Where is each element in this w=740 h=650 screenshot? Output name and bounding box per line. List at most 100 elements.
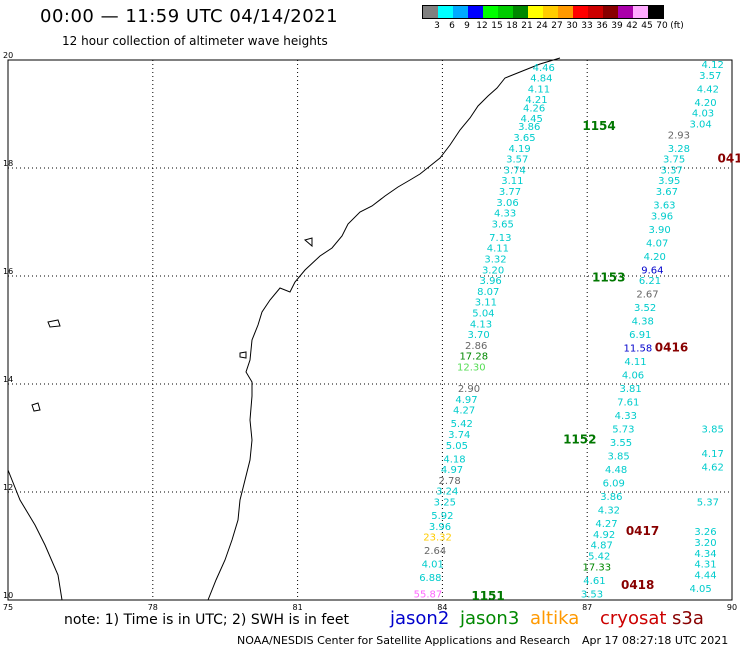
swh-value: 5.37: [697, 498, 719, 509]
swh-value: 4.31: [694, 560, 716, 571]
swh-value: 4.84: [530, 74, 552, 85]
map-grid: 75 78 81 84 87 90 20 18 16 14 12 10: [3, 51, 737, 612]
legend-label: 9: [464, 21, 470, 31]
swh-value: 4.42: [697, 84, 719, 95]
legend-swatch-7: [528, 6, 543, 18]
swh-value: 11.58: [624, 344, 653, 355]
swh-value: 3.90: [648, 225, 670, 236]
footer-note: note: 1) Time is in UTC; 2) SWH is in fe…: [64, 612, 350, 628]
swh-value: 2.90: [458, 384, 480, 395]
y-tick-label: 10: [3, 591, 13, 600]
track-id-label: 1152: [563, 432, 596, 446]
swh-value: 6.09: [603, 479, 625, 490]
x-tick-label: 84: [437, 603, 447, 612]
track-ids: 1154 1153 1152 1151 0416 0417 0418 041: [471, 119, 740, 603]
swh-value: 5.73: [612, 425, 634, 436]
island-3: [31, 402, 41, 412]
swh-value: 3.65: [492, 219, 514, 230]
swh-value: 55.87: [414, 589, 443, 600]
swh-value: 3.06: [496, 198, 518, 209]
swh-value: 3.55: [610, 438, 632, 449]
swh-value: 4.11: [624, 357, 646, 368]
y-tick-label: 14: [3, 375, 13, 384]
satellite-s3a: s3a: [672, 608, 704, 629]
swh-value: 3.25: [434, 498, 456, 509]
legend-label: 15: [491, 21, 503, 31]
legend-labels: 3 6 9 12 15 18 21 24 27 30 33 36 39 42 45 70 (ft): [422, 21, 684, 35]
swh-value: 4.03: [692, 109, 714, 120]
swh-value: 5.04: [472, 309, 494, 320]
swh-value: 4.38: [632, 317, 654, 328]
coastline-path: [207, 57, 561, 601]
island-4: [303, 237, 313, 248]
swh-value: 3.24: [436, 487, 458, 498]
track-id-label: 0417: [626, 524, 659, 538]
swh-value: 6.88: [419, 573, 441, 584]
swh-value: 3.77: [499, 187, 521, 198]
island-1: [47, 319, 61, 328]
altimeter-tracks: 4.464.844.114.214.264.453.863.654.193.57…: [414, 60, 724, 600]
swh-value: 4.62: [702, 462, 724, 473]
satellite-cryosat: cryosat: [600, 608, 667, 629]
swh-value: 4.92: [593, 530, 615, 541]
swh-value: 4.46: [533, 63, 555, 74]
credit: NOAA/NESDIS Center for Satellite Applica…: [237, 634, 571, 647]
swh-value: 4.32: [598, 506, 620, 517]
swh-value: 4.33: [615, 411, 637, 422]
legend-swatch-0: [423, 6, 438, 18]
swh-value: 3.85: [702, 425, 724, 436]
y-tick-label: 16: [3, 267, 13, 276]
swh-value: 4.20: [644, 252, 666, 263]
legend-swatch-9: [558, 6, 573, 18]
legend-swatch-15: [648, 6, 663, 18]
legend-swatch-13: [618, 6, 633, 18]
swh-value: 4.45: [521, 114, 543, 125]
legend-swatches: [422, 5, 664, 19]
swh-value: 3.28: [668, 144, 690, 155]
legend-swatch-10: [573, 6, 588, 18]
island-2: [239, 351, 247, 359]
legend-swatch-11: [588, 6, 603, 18]
legend-label: (ft): [670, 21, 684, 31]
coastline-west-path: [7, 469, 63, 601]
legend-label: 12: [476, 21, 488, 31]
swh-value: 2.64: [424, 546, 446, 557]
swh-value: 4.61: [583, 576, 605, 587]
swh-value: 3.85: [607, 452, 629, 463]
legend-label: 42: [626, 21, 638, 31]
legend-label: 18: [506, 21, 518, 31]
swh-value: 5.92: [431, 511, 453, 522]
swh-value: 4.97: [455, 395, 477, 406]
satellite-altika: altika: [530, 608, 580, 629]
swh-value: 6.91: [629, 330, 651, 341]
legend-swatch-1: [438, 6, 453, 18]
legend-label: 33: [581, 21, 593, 31]
swh-value: 3.63: [653, 201, 675, 212]
x-tick-label: 75: [3, 603, 13, 612]
swh-value: 6.21: [639, 276, 661, 287]
swh-value: 2.67: [636, 290, 658, 301]
y-tick-label: 18: [3, 159, 13, 168]
swh-value: 3.20: [694, 538, 716, 549]
swh-value: 17.33: [583, 562, 612, 573]
swh-value: 4.27: [595, 519, 617, 530]
swh-value: 4.11: [528, 84, 550, 95]
swh-value: 17.28: [459, 352, 488, 363]
swh-value: 4.20: [694, 98, 716, 109]
track-id-label: 0416: [655, 341, 688, 355]
swh-value: 4.87: [591, 541, 613, 552]
legend-label: 6: [449, 21, 455, 31]
swh-value: 9.64: [641, 265, 663, 276]
swh-value: 5.42: [588, 552, 610, 563]
swh-value: 3.52: [634, 303, 656, 314]
swh-value: 7.61: [617, 398, 639, 409]
legend-swatch-12: [603, 6, 618, 18]
legend-swatch-6: [513, 6, 528, 18]
map-frame: [7, 59, 733, 601]
swh-value: 4.19: [508, 144, 530, 155]
swh-value: 3.70: [467, 330, 489, 341]
track-id-label: 1154: [582, 119, 615, 133]
swh-value: 3.75: [663, 155, 685, 166]
swh-value: 3.11: [501, 176, 523, 187]
